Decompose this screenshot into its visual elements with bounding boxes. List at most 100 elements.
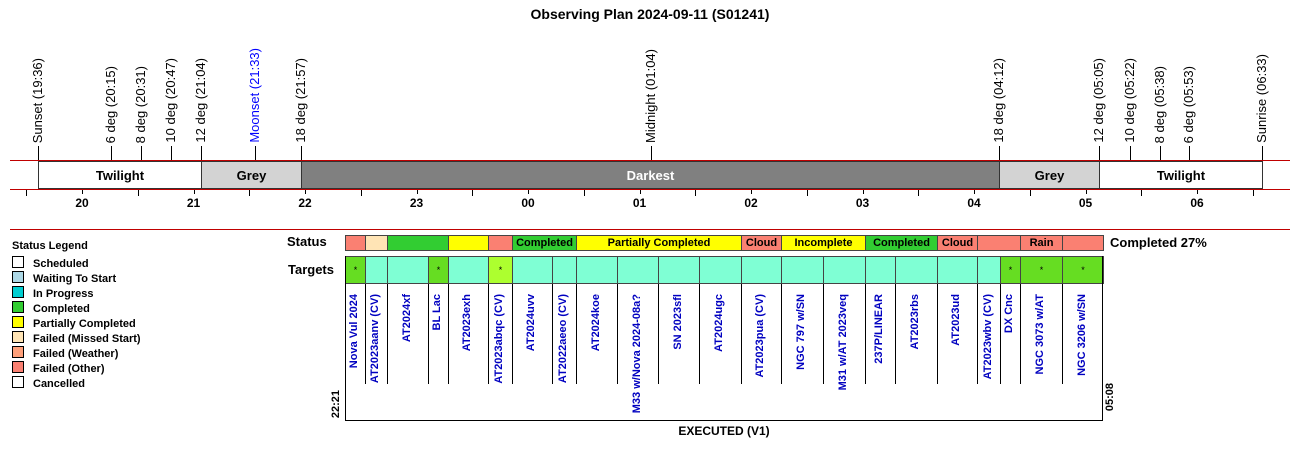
status-cell xyxy=(1062,235,1104,251)
target-separator xyxy=(699,284,700,384)
timeline-top-rule xyxy=(10,160,1290,161)
target-cell[interactable]: * xyxy=(1062,256,1104,284)
hour-tick xyxy=(138,190,139,196)
status-cell xyxy=(387,235,449,251)
status-row-label: Status xyxy=(287,234,327,249)
status-cell: Cloud xyxy=(937,235,978,251)
legend-swatch xyxy=(12,256,24,268)
legend-swatch xyxy=(12,331,24,343)
event-label: 10 deg (20:47) xyxy=(163,58,178,143)
target-cell[interactable] xyxy=(741,256,782,284)
legend-label: Completed xyxy=(33,303,90,315)
start-time: 22:21 xyxy=(330,390,342,419)
target-separator xyxy=(1000,284,1001,384)
target-separator xyxy=(552,284,553,384)
status-cell xyxy=(488,235,513,251)
target-cell[interactable] xyxy=(576,256,618,284)
legend-label: Cancelled xyxy=(33,378,85,390)
event-label: 10 deg (05:22) xyxy=(1122,58,1137,143)
hour-label: 20 xyxy=(75,196,89,210)
target-separator xyxy=(781,284,782,384)
hour-tick xyxy=(472,190,473,196)
legend-item: Partially Completed xyxy=(12,316,136,330)
status-cell: Cloud xyxy=(741,235,782,251)
legend-swatch xyxy=(12,316,24,328)
target-mark: * xyxy=(1008,265,1013,275)
hour-tick xyxy=(82,190,83,194)
hour-label: 23 xyxy=(409,196,424,210)
target-mark: * xyxy=(1039,265,1044,275)
event-label: 12 deg (05:05) xyxy=(1091,58,1106,143)
legend-label: Partially Completed xyxy=(33,318,136,330)
legend-label: Failed (Other) xyxy=(33,363,105,375)
plan-title: Observing Plan 2024-09-11 (S01241) xyxy=(530,6,770,22)
target-cell[interactable] xyxy=(448,256,489,284)
legend-label: Failed (Weather) xyxy=(33,348,119,360)
hour-tick xyxy=(194,190,195,194)
hour-label: 21 xyxy=(186,196,201,210)
legend-item: Completed xyxy=(12,301,90,315)
status-summary: Completed 27% xyxy=(1110,235,1207,250)
target-cell[interactable]: * xyxy=(1020,256,1063,284)
target-cell[interactable] xyxy=(699,256,742,284)
legend-title: Status Legend xyxy=(12,240,88,252)
legend-label: Failed (Missed Start) xyxy=(33,333,141,345)
end-time: 05:08 xyxy=(1104,383,1116,412)
hour-tick xyxy=(305,190,306,194)
event-label: 18 deg (21:57) xyxy=(293,58,308,143)
target-separator xyxy=(977,284,978,384)
target-separator xyxy=(823,284,824,384)
hour-tick xyxy=(695,190,696,196)
status-cell xyxy=(977,235,1021,251)
legend-item: Failed (Missed Start) xyxy=(12,331,141,345)
target-cell[interactable] xyxy=(895,256,938,284)
target-separator xyxy=(448,284,449,384)
event-label: Sunset (19:36) xyxy=(30,57,45,143)
target-separator xyxy=(617,284,618,384)
targets-row-label: Targets xyxy=(288,262,334,277)
target-cell[interactable] xyxy=(781,256,824,284)
target-separator xyxy=(1062,284,1063,384)
targets-frame xyxy=(345,256,1103,421)
event-label: 8 deg (20:31) xyxy=(133,65,148,143)
legend-swatch xyxy=(12,286,24,298)
event-label: Sunrise (06:33) xyxy=(1254,54,1269,143)
target-separator xyxy=(387,284,388,384)
status-cell xyxy=(365,235,388,251)
target-cell[interactable] xyxy=(937,256,978,284)
sky-band: Grey xyxy=(201,161,302,189)
hour-tick xyxy=(1030,190,1031,196)
target-mark: * xyxy=(436,265,441,275)
hour-label: 06 xyxy=(1190,196,1204,210)
hour-tick xyxy=(528,190,529,194)
sky-band: Twilight xyxy=(38,161,202,189)
hour-tick xyxy=(26,190,27,196)
status-cell: Completed xyxy=(512,235,577,251)
target-mark: * xyxy=(498,265,503,275)
target-mark: * xyxy=(353,265,358,275)
executed-footer: EXECUTED (V1) xyxy=(678,424,770,438)
target-cell[interactable] xyxy=(512,256,553,284)
hour-tick xyxy=(417,190,418,194)
hour-label: 04 xyxy=(967,196,981,210)
legend-label: Waiting To Start xyxy=(33,273,117,285)
target-separator xyxy=(365,284,366,384)
target-separator xyxy=(741,284,742,384)
target-cell[interactable] xyxy=(865,256,896,284)
hour-tick xyxy=(918,190,919,196)
hour-label: 03 xyxy=(855,196,870,210)
legend-swatch xyxy=(12,346,24,358)
hour-label: 02 xyxy=(744,196,758,210)
target-cell[interactable] xyxy=(387,256,429,284)
target-separator xyxy=(512,284,513,384)
target-mark: * xyxy=(1081,265,1085,275)
hour-tick xyxy=(361,190,362,196)
legend-swatch xyxy=(12,361,24,373)
legend-label: In Progress xyxy=(33,288,94,300)
sky-band: Darkest xyxy=(301,161,1000,189)
event-label: Moonset (21:33) xyxy=(247,48,262,143)
target-separator xyxy=(488,284,489,384)
legend-item: In Progress xyxy=(12,286,94,300)
event-label: 12 deg (21:04) xyxy=(193,58,208,143)
legend-swatch xyxy=(12,376,24,388)
